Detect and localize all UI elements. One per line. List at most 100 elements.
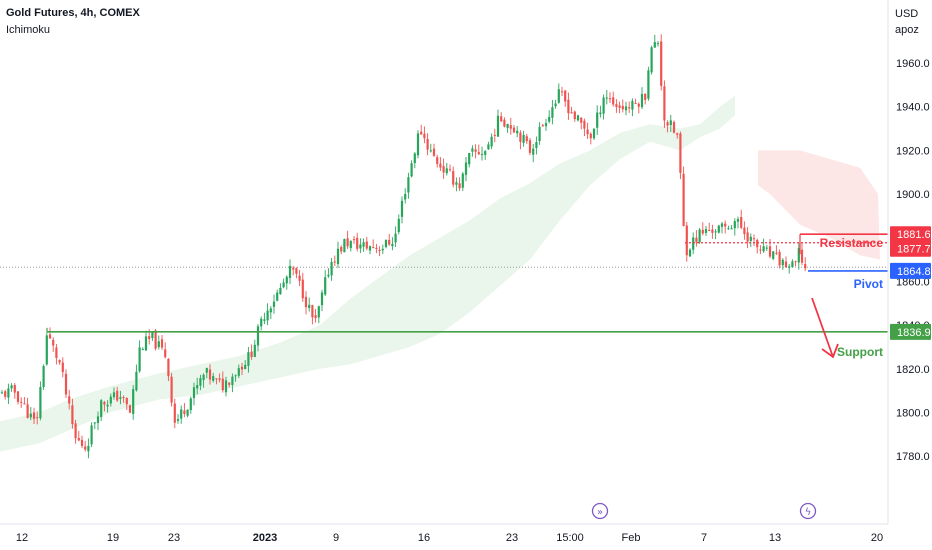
candle-body (365, 241, 368, 249)
candle (368, 245, 372, 255)
candle (7, 383, 10, 405)
candle-body (484, 151, 487, 155)
candle-body (253, 344, 256, 358)
candle-body (496, 115, 500, 137)
candle (301, 272, 304, 302)
time-tick-label: 23 (168, 532, 180, 544)
candle (180, 405, 183, 424)
candle-body (234, 375, 237, 377)
candle (781, 258, 784, 270)
candle-body (666, 122, 669, 126)
candle (512, 124, 516, 134)
candle (682, 166, 685, 227)
candle-body (756, 239, 759, 248)
candle (426, 133, 429, 156)
candle-body (519, 132, 522, 142)
time-axis[interactable]: 12 19 23 2023 9 16 23 15:00 Feb 7 13 20 (0, 523, 888, 544)
candle-body (336, 248, 340, 265)
candle-body (602, 97, 605, 114)
candle (189, 396, 192, 414)
candle (138, 340, 141, 373)
candle-body (164, 349, 167, 358)
candle-body (52, 339, 55, 346)
candle-body (288, 265, 292, 278)
candle-body (525, 136, 528, 142)
candle (167, 358, 170, 382)
candle-body (727, 228, 730, 230)
candle-body (637, 103, 640, 107)
candle-body (647, 70, 650, 99)
candle (423, 126, 426, 144)
candle-body (0, 392, 4, 394)
candle (340, 245, 343, 255)
candle-body (506, 123, 509, 128)
candle (519, 130, 522, 150)
price-tick-label: 1940.0 (896, 102, 930, 114)
candle-body (557, 89, 560, 103)
candle (484, 149, 487, 160)
candle (615, 99, 618, 113)
candle (36, 411, 39, 425)
candle (740, 209, 743, 230)
candle (388, 233, 391, 246)
candle (586, 122, 589, 139)
candle (410, 160, 413, 178)
candle (58, 359, 61, 365)
candle (13, 383, 16, 399)
candle (452, 166, 455, 188)
candle-body (112, 392, 116, 398)
candle (4, 389, 7, 400)
candle-body (736, 219, 740, 222)
candlesticks (0, 34, 807, 459)
candle (660, 34, 663, 91)
candle (135, 364, 138, 392)
candle-body (125, 397, 128, 405)
candle (701, 222, 704, 236)
price-tick-label: 1920.0 (896, 145, 930, 157)
candle-body (202, 374, 205, 381)
candle (759, 245, 762, 255)
candle-body (522, 134, 525, 143)
candle (407, 172, 410, 199)
candle-body (720, 223, 724, 227)
candle (212, 372, 215, 383)
candle (564, 89, 567, 107)
candle-body (759, 249, 762, 251)
candle (343, 238, 346, 253)
candle (794, 260, 797, 267)
candle (464, 156, 468, 182)
resistance-top-tag-bg (890, 226, 931, 243)
candle-body (218, 378, 221, 380)
candle (480, 146, 484, 161)
candle-body (612, 97, 615, 105)
indicator-label[interactable]: Ichimoku (6, 24, 51, 36)
candle-body (708, 230, 711, 232)
candle-body (698, 229, 701, 243)
candle (311, 304, 314, 325)
candle (493, 128, 496, 143)
candle (90, 422, 93, 448)
time-tick-label: 9 (333, 532, 339, 544)
candle (228, 382, 231, 388)
candle-body (717, 225, 720, 233)
candle (538, 122, 541, 145)
candle (29, 407, 32, 421)
candle-body (583, 120, 586, 129)
candle (61, 357, 64, 378)
price-axis[interactable]: USDapoz1780.01800.01820.01840.01860.0188… (887, 0, 931, 524)
candle-body (7, 388, 10, 398)
candle-body (464, 162, 468, 175)
candle-body (39, 387, 42, 419)
time-tick-label: 13 (769, 532, 781, 544)
candle (656, 41, 660, 47)
candle (602, 94, 605, 120)
candle-body (324, 277, 327, 295)
candle-body (436, 157, 439, 164)
candle-body (445, 168, 448, 174)
candle-body (362, 242, 365, 247)
candle (77, 430, 80, 442)
candle-body (144, 336, 148, 351)
candle (458, 177, 461, 191)
candle (285, 275, 288, 290)
